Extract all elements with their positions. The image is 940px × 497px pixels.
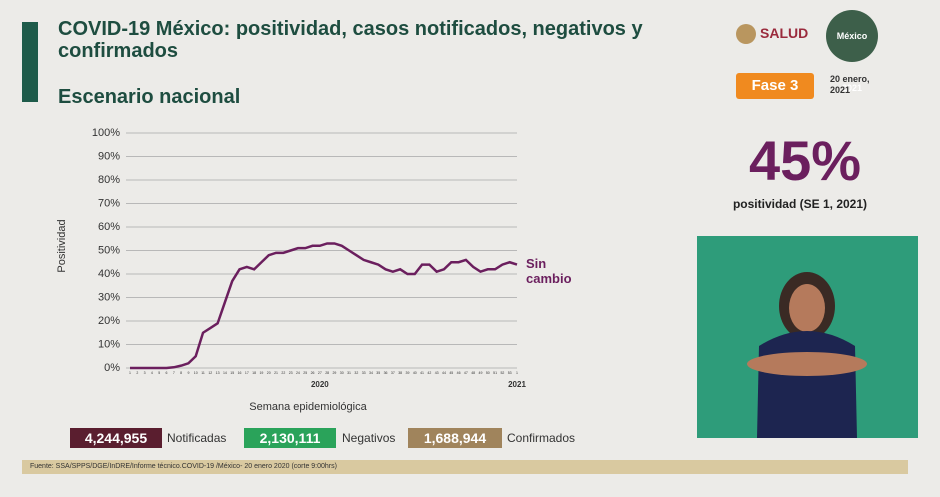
subtitle: Escenario nacional <box>58 86 241 108</box>
x-group-label: 2020 <box>311 380 329 389</box>
x-tick-label: 52 <box>500 371 504 375</box>
x-tick-label: 34 <box>369 371 373 375</box>
x-tick-label: 11 <box>201 371 205 375</box>
total-label: Confirmados <box>507 431 576 445</box>
x-tick-label: 6 <box>166 371 168 375</box>
x-tick-label: 53 <box>508 371 512 375</box>
x-tick-label: 23 <box>289 371 293 375</box>
x-tick-label: 49 <box>479 371 483 375</box>
badge: México 2021 <box>826 10 878 93</box>
x-axis-label: Semana epidemiológica <box>249 401 367 413</box>
x-tick-label: 38 <box>398 371 402 375</box>
x-tick-label: 14 <box>223 371 227 375</box>
x-tick-label: 43 <box>435 371 439 375</box>
x-tick-label: 20 <box>267 371 271 375</box>
x-tick-label: 19 <box>259 371 263 375</box>
x-tick-label: 10 <box>194 371 198 375</box>
x-tick-label: 47 <box>464 371 468 375</box>
footer: Fuente: SSA/SPPS/DGE/InDRE/Informe técni… <box>22 460 908 474</box>
x-tick-label: 25 <box>303 371 307 375</box>
logo-emblem <box>736 24 756 44</box>
x-tick-label: 31 <box>347 371 351 375</box>
x-tick-label: 27 <box>318 371 322 375</box>
x-tick-label: 48 <box>471 371 475 375</box>
x-tick-label: 13 <box>216 371 220 375</box>
total-value: 2,130,111 <box>244 428 336 448</box>
total-label: Negativos <box>342 431 396 445</box>
x-tick-label: 30 <box>340 371 344 375</box>
x-tick-label: 51 <box>493 371 497 375</box>
x-tick-label: 26 <box>311 371 315 375</box>
headline-value: 45% <box>748 129 862 192</box>
x-tick-label: 8 <box>180 371 182 375</box>
x-tick-label: 46 <box>457 371 461 375</box>
x-tick-label: 9 <box>187 371 189 375</box>
x-tick-label: 16 <box>238 371 242 375</box>
x-tick-label: 15 <box>230 371 234 375</box>
x-tick-label: 1 <box>516 371 518 375</box>
y-tick-label: 50% <box>98 244 120 256</box>
headline-label: positividad (SE 1, 2021) <box>732 197 868 211</box>
logo: SALUD <box>760 25 809 41</box>
y-tick-label: 70% <box>98 197 120 209</box>
phase-badge: Fase 3 <box>736 73 814 99</box>
x-tick-label: 17 <box>245 371 249 375</box>
x-tick-label: 35 <box>376 371 380 375</box>
y-tick-label: 100% <box>92 127 120 139</box>
y-tick-label: 30% <box>98 291 120 303</box>
total-label: Notificadas <box>167 431 227 445</box>
y-tick-label: 90% <box>98 150 120 162</box>
series-line <box>130 242 518 370</box>
x-tick-label: 40 <box>413 371 417 375</box>
x-tick-label: 12 <box>208 371 212 375</box>
x-tick-label: 1 <box>129 371 131 375</box>
x-tick-label: 21 <box>274 371 278 375</box>
x-tick-label: 5 <box>158 371 160 375</box>
x-tick-label: 18 <box>252 371 256 375</box>
y-tick-label: 40% <box>98 268 120 280</box>
x-tick-label: 29 <box>332 371 336 375</box>
y-tick-label: 60% <box>98 221 120 233</box>
total-value: 4,244,955 <box>70 428 162 448</box>
x-tick-label: 41 <box>420 371 424 375</box>
x-tick-label: 4 <box>151 371 153 375</box>
date: 20 enero, 2021 <box>830 74 870 95</box>
title: COVID-19 México: positividad, casos noti… <box>58 18 643 62</box>
x-tick-label: 2 <box>136 371 138 375</box>
x-tick-label: 28 <box>325 371 329 375</box>
x-tick-label: 37 <box>391 371 395 375</box>
x-tick-label: 42 <box>427 371 431 375</box>
total-value: 1,688,944 <box>408 428 502 448</box>
y-tick-label: 10% <box>98 338 120 350</box>
accent-bar <box>22 22 38 102</box>
x-tick-label: 7 <box>173 371 175 375</box>
x-tick-label: 50 <box>486 371 490 375</box>
x-tick-label: 45 <box>449 371 453 375</box>
x-tick-label: 24 <box>296 371 300 375</box>
x-tick-label: 33 <box>362 371 366 375</box>
y-tick-label: 80% <box>98 174 120 186</box>
annotation: Sin cambio <box>526 256 572 286</box>
x-tick-label: 44 <box>442 371 446 375</box>
x-tick-label: 3 <box>144 371 146 375</box>
x-tick-label: 36 <box>384 371 388 375</box>
x-tick-label: 22 <box>281 371 285 375</box>
y-axis-label: Positividad <box>56 219 68 272</box>
x-group-label: 2021 <box>508 380 526 389</box>
x-tick-label: 39 <box>406 371 410 375</box>
video-frame <box>697 236 918 438</box>
y-tick-label: 0% <box>104 362 120 374</box>
y-tick-label: 20% <box>98 315 120 327</box>
x-tick-label: 32 <box>354 371 358 375</box>
